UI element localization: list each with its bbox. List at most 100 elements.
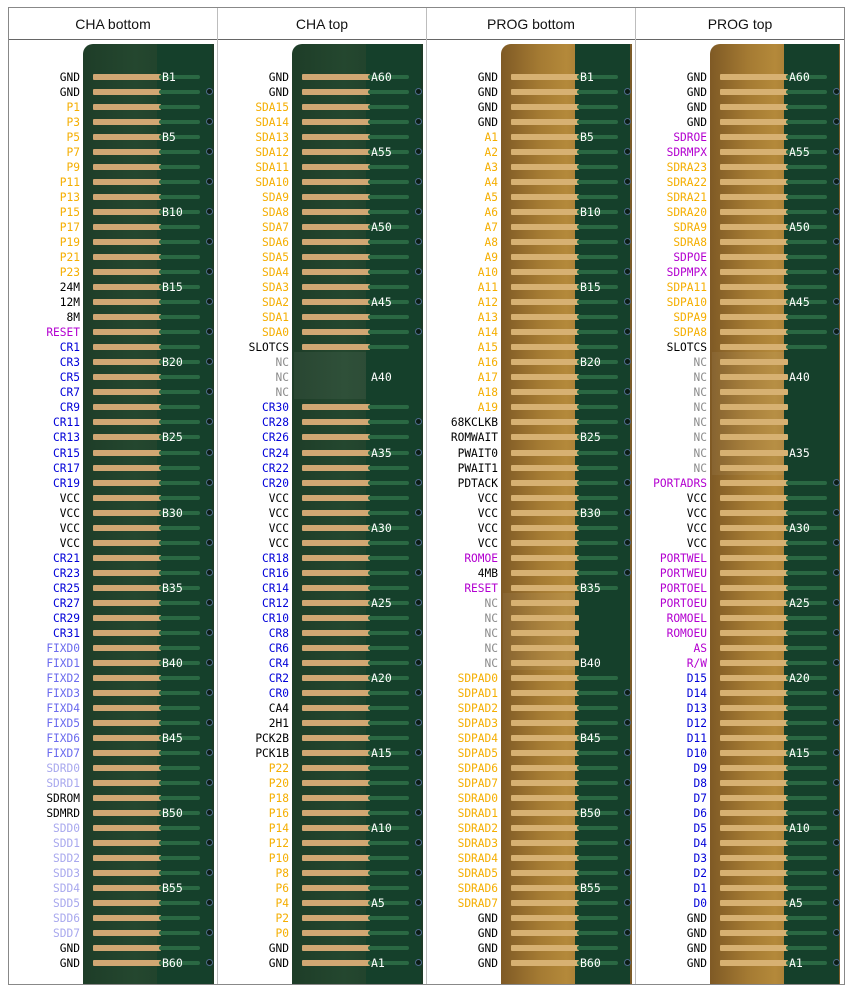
pcb-trace xyxy=(159,435,200,440)
pin-signal-label: VCC xyxy=(477,491,498,505)
contact-pad xyxy=(93,659,161,666)
pcb-trace xyxy=(577,90,618,95)
pin-signal-label: 12M xyxy=(59,296,80,310)
pin-signal-label: SDRD0 xyxy=(46,761,80,775)
via-hole xyxy=(833,959,840,967)
contact-pad xyxy=(302,794,370,801)
contact-pad xyxy=(302,224,370,231)
column-prog-bottom: PROG bottom GND GND GND GND A1 A2 A3 A4 A5 A6 A7 A8… xyxy=(427,8,636,984)
pin-signal-label: ROMOEL xyxy=(666,611,707,625)
via-hole xyxy=(415,839,422,847)
pin-signal-label: GND xyxy=(477,942,498,956)
pcb-trace xyxy=(159,285,200,290)
contact-pad xyxy=(302,930,370,937)
pcb-trace xyxy=(368,480,409,485)
pin-number-label: B25 xyxy=(580,430,601,445)
pin-number-label: B55 xyxy=(162,881,183,896)
contact-pad xyxy=(93,749,161,756)
contact-pad xyxy=(302,509,370,516)
contact-pad xyxy=(302,119,370,126)
contact-pad xyxy=(93,629,161,636)
contact-pad xyxy=(511,614,579,621)
pin-number-label: A5 xyxy=(371,896,385,911)
pin-signal-label: NC xyxy=(693,416,707,430)
contact-pad xyxy=(93,719,161,726)
pcb-trace xyxy=(159,931,200,936)
pcb-trace xyxy=(577,931,618,936)
pcb-trace xyxy=(159,871,200,876)
contact-pad xyxy=(720,749,788,756)
contact-pad xyxy=(720,674,788,681)
pin-signal-label: VCC xyxy=(59,506,80,520)
pin-signal-label: CR9 xyxy=(59,401,80,415)
via-hole xyxy=(833,839,840,847)
pin-signal-label: SDA14 xyxy=(255,116,289,130)
pin-signal-label: SDMRD xyxy=(46,806,80,820)
contact-pad xyxy=(511,89,579,96)
pin-number-label: B10 xyxy=(162,205,183,220)
via-hole xyxy=(624,899,631,907)
contact-pad xyxy=(511,404,579,411)
pcb-trace xyxy=(577,540,618,545)
pcb-trace xyxy=(577,795,618,800)
pin-signal-label: P5 xyxy=(66,131,80,145)
pin-signal-label: VCC xyxy=(59,521,80,535)
contact-pad xyxy=(511,134,579,141)
pin-signal-label: GND xyxy=(477,101,498,115)
pin-signal-label: D4 xyxy=(693,837,707,851)
pin-signal-label: VCC xyxy=(477,536,498,550)
pin-number-label: B20 xyxy=(580,355,601,370)
via-hole xyxy=(415,148,422,156)
pin-signal-label: SDRAD4 xyxy=(457,852,498,866)
pcb-trace xyxy=(368,600,409,605)
contact-pad xyxy=(93,825,161,831)
pin-signal-label: PORTOEL xyxy=(659,581,707,595)
pin-number-label: A20 xyxy=(789,670,810,685)
pcb-trace xyxy=(159,750,200,755)
via-hole xyxy=(833,478,840,486)
pin-signal-label: NC xyxy=(484,641,498,655)
pcb-trace xyxy=(159,780,200,785)
contact-pad xyxy=(302,644,370,651)
pin-signal-label: SDA0 xyxy=(262,326,289,340)
pin-signal-label: P12 xyxy=(268,837,289,851)
contact-pad xyxy=(93,855,161,862)
contact-pad xyxy=(720,74,788,80)
pcb-trace xyxy=(577,105,618,110)
pin-signal-label: NC xyxy=(484,611,498,625)
via-hole xyxy=(415,118,422,126)
pcb-trace xyxy=(159,510,200,515)
pin-signal-label: SDA7 xyxy=(262,221,289,235)
pin-signal-label: A10 xyxy=(477,266,498,280)
pcb-trace xyxy=(786,675,827,680)
pcb-trace xyxy=(786,555,827,560)
contact-pad xyxy=(302,494,370,501)
pin-signal-label: FIXD4 xyxy=(46,701,80,715)
pin-signal-label: GND xyxy=(686,101,707,115)
pcb-trace xyxy=(577,765,618,770)
pcb-trace xyxy=(159,856,200,861)
pin-signal-label: NC xyxy=(693,356,707,370)
pin-signal-label: D15 xyxy=(686,671,707,685)
contact-pad xyxy=(93,524,161,531)
pin-signal-label: SDRA9 xyxy=(673,221,707,235)
pcb-trace xyxy=(368,150,409,155)
contact-pad xyxy=(720,299,788,306)
contact-pad xyxy=(302,779,370,786)
contact-pad xyxy=(93,960,161,967)
contact-pad xyxy=(93,945,161,952)
via-hole xyxy=(833,808,840,816)
pcb-trace xyxy=(577,375,618,380)
pcb-trace xyxy=(159,555,200,560)
contact-pad xyxy=(302,419,370,426)
via-hole xyxy=(206,238,213,246)
contact-pad xyxy=(93,569,161,576)
pin-signal-label: 24M xyxy=(59,281,80,295)
via-hole xyxy=(624,178,631,186)
via-hole xyxy=(833,238,840,246)
pcb-trace xyxy=(786,826,827,830)
pcb-trace xyxy=(368,450,409,455)
pin-signal-label: SDRD1 xyxy=(46,776,80,790)
pin-signal-label: SDRAD0 xyxy=(457,791,498,805)
pcb-trace xyxy=(159,916,200,921)
